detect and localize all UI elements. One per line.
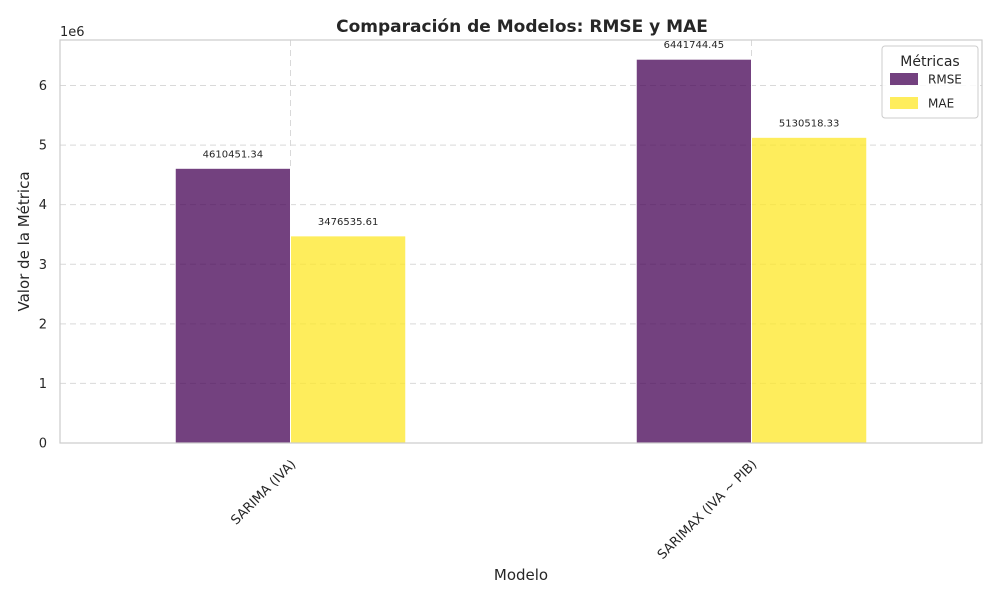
y-tick-label: 4	[39, 198, 47, 213]
bar-value-label: 3476535.61	[318, 217, 378, 228]
bar-value-label: 6441744.45	[664, 40, 724, 51]
legend-title: Métricas	[900, 54, 959, 70]
legend: Métricas RMSE MAE	[881, 45, 979, 119]
x-tick-label: SARIMA (IVA)	[228, 457, 299, 528]
y-axis-scale-label: 1e6	[60, 25, 85, 40]
value-labels: 4610451.34 6441744.45 3476535.61 5130518.33	[203, 40, 840, 228]
legend-items: RMSE MAE	[890, 73, 962, 111]
y-tick-label: 6	[39, 79, 47, 94]
bar-mae	[290, 235, 407, 444]
legend-label-mae: MAE	[928, 97, 954, 111]
y-tick-label: 1	[39, 377, 47, 392]
x-axis-ticks: SARIMA (IVA) SARIMAX (IVA ~ PIB)	[228, 457, 760, 562]
y-tick-label: 5	[39, 139, 47, 154]
bar-value-label: 5130518.33	[779, 118, 839, 129]
y-tick-label: 0	[39, 437, 47, 452]
y-tick-label: 3	[39, 258, 47, 273]
legend-swatch-rmse	[890, 73, 918, 85]
x-tick-label: SARIMAX (IVA ~ PIB)	[655, 457, 760, 562]
chart-title: Comparación de Modelos: RMSE y MAE	[336, 17, 708, 37]
y-axis-ticks: 0 1 2 3 4 5 6	[39, 79, 47, 451]
legend-swatch-mae	[890, 97, 918, 109]
bars	[174, 58, 868, 444]
bar-rmse	[635, 58, 752, 444]
bar-rmse	[174, 167, 291, 444]
plot-area-frame	[59, 39, 983, 444]
bar-mae	[751, 136, 868, 444]
y-tick-label: 2	[39, 317, 47, 332]
y-axis-label: Valor de la Métrica	[15, 171, 33, 311]
x-axis-label: Modelo	[494, 566, 548, 584]
legend-label-rmse: RMSE	[928, 73, 962, 87]
bar-value-label: 4610451.34	[203, 149, 263, 160]
